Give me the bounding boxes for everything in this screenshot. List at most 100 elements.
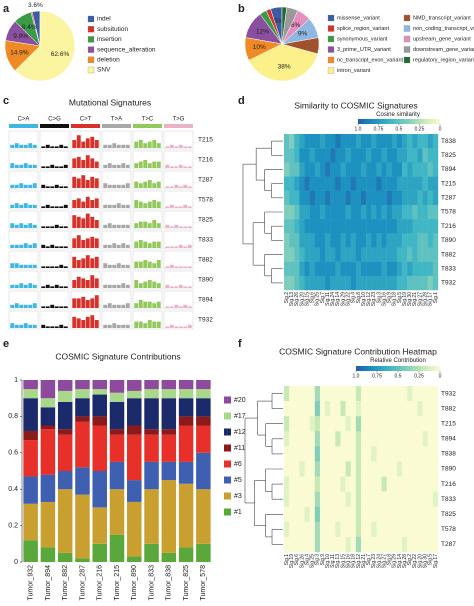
signature-bar: [10, 304, 15, 308]
heatmap-cell: [417, 476, 423, 492]
bar-segment: [127, 425, 142, 435]
heatmap-cell: [299, 247, 305, 262]
signature-bar: [50, 266, 55, 268]
heatmap-cell: [396, 162, 403, 177]
heatmap-cell: [355, 247, 362, 262]
heatmap-cell: [350, 416, 357, 432]
heatmap-cell: [427, 401, 434, 417]
row-label: T833: [441, 265, 456, 272]
heatmap-cell: [340, 233, 346, 248]
row-label: T833: [441, 496, 456, 503]
legend-swatch: [224, 444, 231, 452]
heatmap-cell: [325, 247, 331, 262]
heatmap-cell: [407, 261, 413, 277]
heatmap-cell: [299, 506, 305, 523]
signature-bar: [169, 166, 174, 168]
heatmap-cell: [325, 148, 331, 163]
slice-label: 5%: [274, 18, 284, 25]
heatmap-cell: [376, 219, 382, 234]
signature-bar: [152, 140, 157, 148]
heatmap-cell: [386, 431, 392, 447]
heatmap-cell: [402, 233, 408, 248]
heatmap-cell: [304, 233, 310, 248]
signature-bar: [169, 286, 174, 288]
signature-bar: [19, 144, 24, 148]
column-header: T>C: [142, 117, 154, 123]
heatmap-cell: [427, 261, 434, 277]
signature-bar: [169, 306, 174, 308]
heatmap-cell: [407, 506, 413, 523]
signature-bar: [134, 141, 139, 148]
column-label: Sig.13: [335, 554, 341, 568]
signature-bar: [54, 326, 59, 328]
colorbar: [356, 366, 440, 371]
signature-bar: [134, 241, 139, 248]
heatmap-cell: [396, 261, 403, 277]
heatmap-cell: [366, 416, 372, 432]
cell-frame: [39, 270, 70, 290]
legend-swatch: [224, 476, 231, 484]
signature-bar: [14, 164, 19, 168]
signature-bar: [23, 284, 28, 288]
heatmap-cell: [376, 416, 382, 432]
signature-bar: [107, 303, 112, 308]
signature-bar: [63, 146, 68, 148]
heatmap-cell: [361, 148, 367, 163]
heatmap-cell: [340, 416, 346, 432]
heatmap-cell: [427, 247, 434, 262]
heatmap-cell: [396, 461, 403, 477]
heatmap-cell: [294, 275, 300, 291]
heatmap-cell: [314, 461, 321, 477]
cell-frame: [163, 310, 194, 330]
heatmap-cell: [350, 476, 357, 492]
heatmap-cell: [407, 386, 413, 402]
heatmap-cell: [412, 386, 418, 402]
cell-frame: [163, 250, 194, 270]
signature-bar: [169, 324, 174, 328]
cell-frame: [39, 310, 70, 330]
x-tick-label: Tumor_894: [45, 565, 52, 601]
heatmap-cell: [304, 416, 310, 432]
heatmap-cell: [304, 536, 310, 553]
heatmap-cell: [335, 190, 341, 206]
signature-bar: [187, 206, 192, 208]
legend-label: upstream_gene_variant: [413, 36, 471, 42]
bar-segment: [40, 398, 56, 408]
signature-bar: [152, 263, 157, 268]
slice-label: 12%: [256, 29, 269, 36]
legend-swatch: [224, 428, 231, 436]
heatmap-cell: [284, 386, 290, 402]
signature-bar: [174, 266, 179, 268]
heatmap-cell: [294, 506, 300, 523]
cell-frame: [8, 210, 39, 230]
legend-label: SNV: [97, 67, 111, 74]
heatmap-cell: [371, 491, 377, 507]
signature-bar: [121, 204, 126, 208]
heatmap-cell: [304, 401, 310, 417]
heatmap-cell: [299, 416, 305, 432]
heatmap-cell: [432, 247, 439, 262]
bar-segment: [144, 543, 159, 562]
heatmap-cell: [412, 247, 418, 262]
heatmap-cell: [314, 176, 321, 191]
column-label: Sig.7: [320, 292, 326, 304]
heatmap-cell: [396, 521, 403, 538]
signature-bar: [90, 275, 95, 288]
column-label: Sig.2: [407, 554, 413, 566]
heatmap-cell: [422, 148, 428, 163]
heatmap-cell: [335, 446, 341, 462]
row-label: T932: [441, 280, 456, 287]
heatmap-cell: [335, 219, 341, 234]
heatmap-cell: [350, 148, 357, 163]
heatmap-cell: [345, 461, 351, 477]
signature-bar: [152, 241, 157, 248]
signature-bar: [125, 204, 130, 208]
heatmap-cell: [376, 275, 382, 291]
heatmap-cell: [284, 536, 290, 553]
row-label: T287: [441, 541, 456, 548]
heatmap-cell: [391, 275, 398, 291]
heatmap-cell: [432, 461, 439, 477]
heatmap-cell: [417, 461, 423, 477]
signature-bar: [10, 244, 15, 248]
heatmap-cell: [325, 219, 331, 234]
